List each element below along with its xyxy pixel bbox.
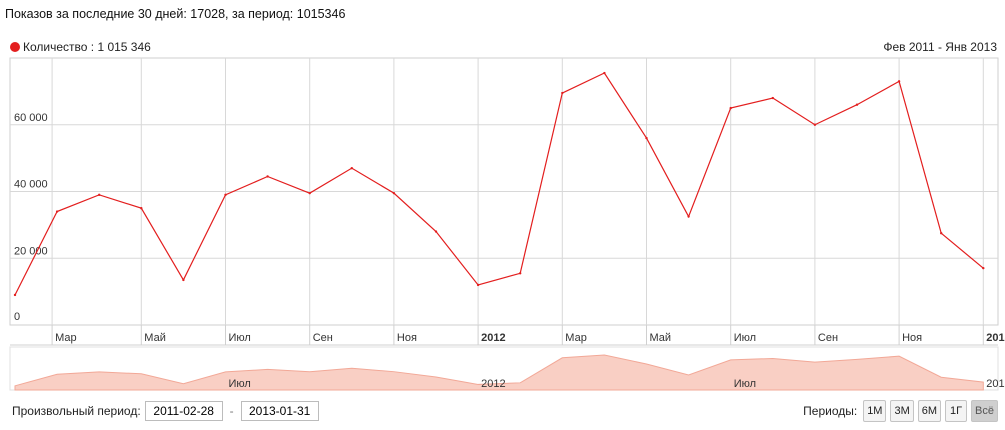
period-6m-button[interactable]: 6М xyxy=(917,400,942,422)
data-point xyxy=(771,96,774,100)
period-1m-button[interactable]: 1М xyxy=(863,400,887,422)
x-tick-label: Ноя xyxy=(397,332,417,344)
periods-label: Периоды: xyxy=(803,404,858,418)
x-tick-label: 2012 xyxy=(481,332,505,344)
y-tick-label: 0 xyxy=(14,311,20,323)
period-3m-button[interactable]: 3М xyxy=(890,400,914,422)
x-tick-label: Май xyxy=(650,332,672,344)
y-tick-label: 20 000 xyxy=(14,245,48,257)
date-from-input[interactable] xyxy=(144,401,223,421)
data-point xyxy=(350,166,353,170)
date-to-input[interactable] xyxy=(240,401,319,421)
navigator-label: 2012 xyxy=(481,378,505,390)
chart-legend[interactable]: Количество : 1 015 346 xyxy=(10,40,151,54)
x-tick-label: Мар xyxy=(565,332,587,344)
data-point xyxy=(603,71,606,75)
series-line xyxy=(14,72,984,296)
data-point xyxy=(182,278,185,282)
legend-label: Количество : 1 015 346 xyxy=(23,40,151,54)
data-point xyxy=(308,191,311,195)
y-tick-label: 40 000 xyxy=(14,179,48,191)
data-point xyxy=(519,272,522,275)
x-tick-label: 2013 xyxy=(986,332,1005,344)
period-1y-button[interactable]: 1Г xyxy=(945,400,968,422)
date-separator: - xyxy=(229,404,234,418)
navigator-label: Июл xyxy=(229,378,251,390)
custom-period-controls: Произвольный период: - xyxy=(12,401,323,421)
data-point xyxy=(687,215,690,218)
data-point xyxy=(224,193,227,197)
page-summary: Показов за последние 30 дней: 17028, за … xyxy=(5,7,346,21)
navigator-label: 2013 xyxy=(986,378,1005,390)
x-tick-label: Ноя xyxy=(902,332,922,344)
line-chart[interactable]: 0 20 000 40 000 60 000 Мар Май Июл Сен Ноя 2012 Ма… xyxy=(0,0,1005,400)
legend-marker xyxy=(10,42,20,52)
data-point xyxy=(729,106,732,110)
x-tick-label: Июл xyxy=(229,332,251,344)
data-point xyxy=(897,80,901,83)
period-selector: Периоды: 1М 3М 6М 1Г Всё xyxy=(803,400,998,422)
period-all-button[interactable]: Всё xyxy=(971,400,998,422)
x-tick-label: Сен xyxy=(818,332,838,344)
data-point xyxy=(266,175,269,178)
data-point xyxy=(982,266,985,270)
data-point xyxy=(140,206,143,210)
data-point xyxy=(940,232,943,235)
data-point xyxy=(13,293,17,297)
data-point xyxy=(55,210,59,213)
data-point xyxy=(561,91,564,95)
navigator-area xyxy=(14,354,984,391)
data-point xyxy=(476,283,480,287)
date-range-label: Фев 2011 - Янв 2013 xyxy=(883,40,997,54)
data-point xyxy=(392,191,396,195)
data-point xyxy=(813,123,817,126)
x-tick-label: Сен xyxy=(313,332,333,344)
x-tick-label: Май xyxy=(144,332,166,344)
data-point xyxy=(434,230,438,233)
data-point xyxy=(855,103,859,106)
custom-period-label: Произвольный период: xyxy=(12,404,141,418)
x-tick-label: Июл xyxy=(734,332,756,344)
y-tick-label: 60 000 xyxy=(14,112,48,124)
data-point xyxy=(645,136,648,140)
navigator-label: Июл xyxy=(734,378,756,390)
x-tick-label: Мар xyxy=(55,332,77,344)
data-point xyxy=(98,193,101,197)
